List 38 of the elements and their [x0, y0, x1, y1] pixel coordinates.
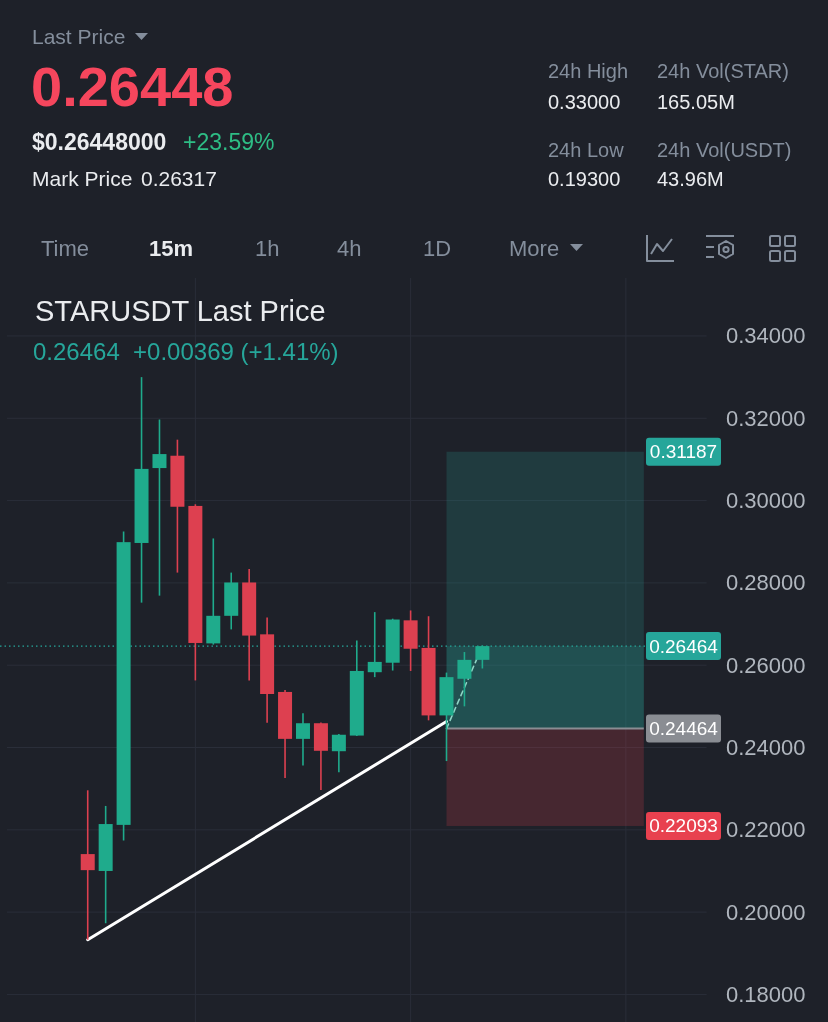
candlestick [367, 611, 382, 678]
text: $0.26448000 [32, 129, 167, 155]
y-tick-label: 0.22000 [726, 817, 806, 843]
text: 43.96M [657, 168, 724, 190]
text: Last Price [32, 25, 126, 48]
candlestick [152, 418, 167, 597]
y-tick-label: 0.32000 [726, 405, 806, 431]
candlestick [457, 651, 472, 708]
candlestick [295, 712, 310, 767]
text: +23.59% [183, 129, 275, 155]
y-tick-label: 0.20000 [726, 899, 806, 925]
text: 24h High [548, 60, 629, 82]
candlestick [80, 789, 95, 941]
text: 4h [337, 236, 362, 261]
y-tick-label: 0.24000 [726, 735, 806, 761]
text: 1h [255, 236, 280, 261]
text: Mark Price [32, 167, 133, 190]
text: 24h Vol(USDT) [657, 139, 792, 161]
y-tick-label: 0.18000 [726, 981, 806, 1007]
text: 0.26464 +0.00369 (+1.41%) [33, 338, 339, 365]
text: 165.05M [657, 91, 735, 113]
text: STARUSDT Last Price [35, 295, 326, 327]
text: Time [41, 236, 90, 261]
text: 24h Low [548, 139, 625, 161]
text: 0.26317 [141, 167, 217, 190]
text: 15m [149, 236, 194, 261]
y-tick-label: 0.34000 [726, 323, 806, 349]
text: 0.33000 [548, 91, 621, 113]
text: 0.26448 [31, 55, 234, 118]
y-tick-label: 0.26000 [726, 652, 806, 678]
text: 1D [423, 236, 452, 261]
candlestick [475, 644, 490, 670]
text: More [509, 236, 560, 261]
candlestick [331, 733, 346, 773]
text: 0.19300 [548, 168, 621, 190]
text: 24h Vol(STAR) [657, 60, 789, 82]
y-tick-label: 0.28000 [726, 570, 806, 596]
y-tick-label: 0.30000 [726, 488, 806, 514]
